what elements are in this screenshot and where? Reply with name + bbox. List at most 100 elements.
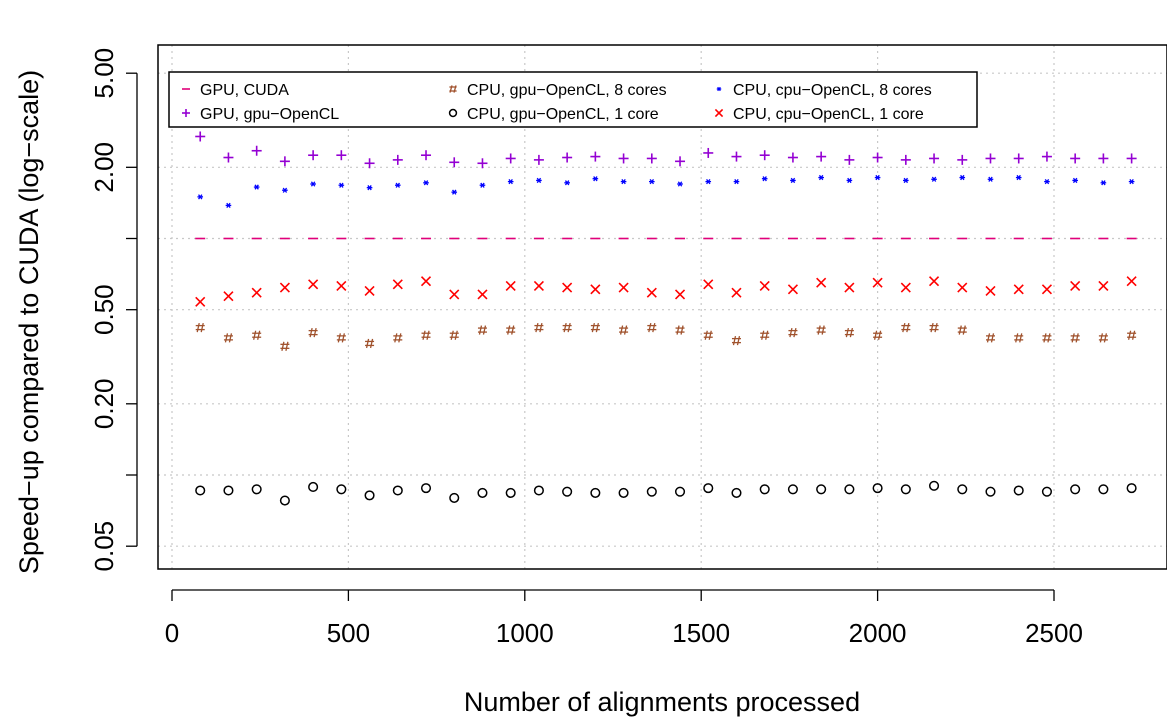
x-tick-label: 2000 [849, 618, 907, 648]
series-5 [195, 276, 1137, 307]
data-point [703, 483, 714, 494]
data-point [900, 484, 911, 495]
data-point [336, 484, 347, 495]
data-point [392, 279, 403, 290]
data-point [618, 487, 629, 498]
data-point [477, 289, 488, 300]
data-point [280, 341, 290, 351]
data-point [336, 333, 346, 343]
data-point [223, 291, 234, 302]
data-point [507, 178, 514, 185]
data-point [787, 152, 798, 163]
data-point [957, 154, 968, 165]
data-point [562, 322, 572, 333]
data-point [619, 325, 629, 335]
data-point [646, 486, 657, 497]
data-point [957, 325, 967, 335]
data-point [1126, 483, 1137, 494]
data-point [364, 158, 375, 169]
data-point [618, 153, 629, 164]
data-point [931, 176, 937, 182]
data-point [1041, 284, 1053, 295]
plot-frame [157, 44, 1167, 570]
data-point [1014, 333, 1024, 343]
data-point [533, 485, 544, 496]
data-point [477, 158, 488, 169]
legend-label: CPU, gpu−OpenCL, 1 core [467, 106, 659, 123]
data-point [533, 154, 544, 165]
data-point [957, 282, 968, 293]
data-point [790, 177, 796, 184]
data-point [336, 280, 347, 292]
data-point [787, 484, 798, 495]
data-point [788, 327, 798, 338]
data-point [364, 285, 375, 297]
legend-marker [182, 109, 190, 117]
data-point [787, 284, 798, 295]
data-point [900, 154, 911, 165]
data-point [985, 333, 995, 343]
data-point [195, 322, 205, 333]
data-point [421, 150, 432, 161]
data-point [505, 153, 516, 164]
data-point [928, 276, 940, 287]
legend-label: GPU, gpu−OpenCL [200, 106, 339, 123]
data-point [562, 282, 573, 293]
data-point [901, 322, 911, 333]
data-point [1128, 178, 1135, 185]
x-tick-label: 500 [327, 618, 370, 648]
data-point [364, 490, 375, 501]
data-point [506, 325, 516, 335]
data-point [647, 322, 657, 333]
legend-entry: CPU, gpu−OpenCL, 1 core [448, 106, 659, 123]
data-point [1098, 153, 1109, 164]
y-tick-label: 5.00 [89, 48, 119, 99]
x-tick-label: 1500 [672, 618, 730, 648]
data-point [846, 177, 853, 184]
data-point [394, 182, 401, 188]
data-point [1070, 153, 1081, 164]
data-point [675, 156, 686, 167]
data-point [987, 176, 994, 182]
data-point [308, 279, 319, 290]
data-point [1127, 330, 1137, 340]
data-point [310, 181, 316, 187]
legend-label: CPU, cpu−OpenCL, 1 core [733, 106, 924, 123]
data-point [451, 189, 458, 195]
series-2 [195, 322, 1137, 351]
data-point [1013, 153, 1024, 164]
data-point [929, 153, 940, 164]
data-point [928, 480, 940, 491]
data-point [225, 202, 232, 209]
legend-marker [449, 85, 457, 93]
series-1 [195, 131, 1137, 169]
data-point [816, 151, 827, 162]
data-point [760, 330, 770, 340]
data-point [195, 485, 206, 496]
data-point [646, 287, 657, 298]
data-point [564, 180, 570, 186]
data-point [759, 150, 770, 161]
data-point [816, 325, 826, 335]
y-tick-label: 0.50 [89, 284, 119, 335]
data-point [477, 487, 488, 498]
data-point [449, 330, 459, 340]
data-point [420, 483, 432, 494]
data-point [223, 333, 233, 343]
data-point [900, 282, 911, 293]
data-point [731, 335, 741, 346]
data-point [420, 276, 432, 287]
x-tick-label: 0 [165, 618, 179, 648]
data-point [1070, 484, 1081, 495]
legend-entry: GPU, CUDA [182, 82, 289, 99]
data-point [1044, 178, 1050, 185]
data-point [195, 296, 206, 307]
x-tick-label: 2500 [1025, 618, 1083, 648]
data-point [618, 282, 629, 293]
data-point [1126, 153, 1137, 164]
data-point [392, 154, 403, 165]
data-point [197, 194, 204, 200]
data-point [674, 486, 686, 497]
data-point [562, 152, 573, 163]
